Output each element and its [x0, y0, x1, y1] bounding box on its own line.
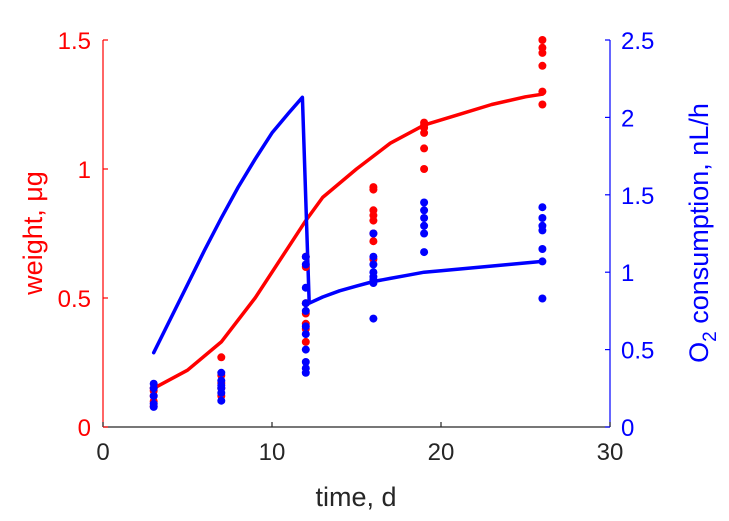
weight-data-point [369, 237, 378, 246]
x-axis-title: time, d [315, 482, 396, 512]
o2-data-point [538, 257, 547, 266]
weight-data-point [538, 100, 547, 109]
weight-data-point [538, 61, 547, 70]
x-tick-label: 30 [597, 439, 624, 466]
o2-fit-line [151, 95, 545, 355]
left-tick-label: 1.5 [58, 28, 91, 55]
weight-data-point [420, 144, 429, 153]
o2-data-point [538, 221, 547, 230]
x-tick-label: 20 [428, 439, 455, 466]
o2-data-point [369, 229, 378, 238]
o2-data-point [217, 368, 226, 377]
weight-data-point [538, 43, 547, 52]
o2-data-point [369, 314, 378, 323]
right-tick-label: 1.5 [621, 183, 654, 210]
o2-data-point [301, 252, 310, 261]
o2-data-point [369, 268, 378, 277]
weight-data-point [369, 183, 378, 192]
right-axis-title-rest: consumption, nL/h [684, 103, 714, 331]
axes [102, 39, 611, 428]
right-tick-label: 0.5 [621, 338, 654, 365]
o2-data-point [420, 206, 429, 215]
o2-data-point [538, 214, 547, 222]
weight-fit-line [151, 92, 545, 391]
o2-data-point [420, 221, 429, 230]
o2-data-point [301, 299, 310, 308]
o2-data-point [538, 245, 547, 253]
o2-data-point [301, 260, 310, 269]
o2-data-point [420, 229, 429, 238]
weight-data-point [301, 337, 310, 346]
left-tick-label: 1 [78, 157, 91, 184]
right-axis-title-o: O [684, 342, 714, 363]
o2-data-point [301, 364, 310, 373]
o2-data-point [420, 214, 429, 222]
o2-data-point [538, 203, 547, 212]
right-tick-label: 1 [621, 260, 634, 287]
weight-data-point [420, 165, 429, 173]
o2-data-point [149, 392, 158, 400]
weight-data-point [538, 87, 547, 96]
weight-data-point [217, 353, 226, 362]
o2-data-point [420, 198, 429, 207]
o2-data-point [420, 248, 429, 257]
o2-data-point [301, 330, 310, 339]
o2-data-point [369, 260, 378, 269]
right-tick-label: 2 [621, 105, 634, 132]
weight-data-point [538, 36, 547, 44]
o2-data-point [149, 379, 158, 388]
o2-data-point [301, 358, 310, 366]
left-tick-label: 0 [78, 415, 91, 442]
x-tick-label: 10 [259, 439, 286, 466]
o2-data-point [301, 345, 310, 354]
o2-data-point [217, 396, 226, 405]
o2-data-point [301, 322, 310, 331]
o2-data-point [369, 252, 378, 261]
weight-data-point [369, 206, 378, 215]
left-axis-title: weight, μg [18, 171, 48, 296]
series-points [149, 36, 547, 411]
o2-data-point [301, 306, 310, 315]
o2-data-point [301, 283, 310, 292]
o2-data-point [538, 294, 547, 303]
right-axis-title-subscript: 2 [700, 331, 721, 342]
x-tick-label: 0 [96, 439, 109, 466]
series-lines [151, 92, 545, 391]
o2-data-point [217, 376, 226, 385]
left-tick-label: 0.5 [58, 286, 91, 313]
weight-data-point [420, 118, 429, 127]
right-tick-label: 2.5 [621, 28, 654, 55]
right-tick-label: 0 [621, 415, 634, 442]
right-axis-title: O2 consumption, nL/h [684, 103, 721, 363]
o2-data-point [149, 399, 158, 408]
